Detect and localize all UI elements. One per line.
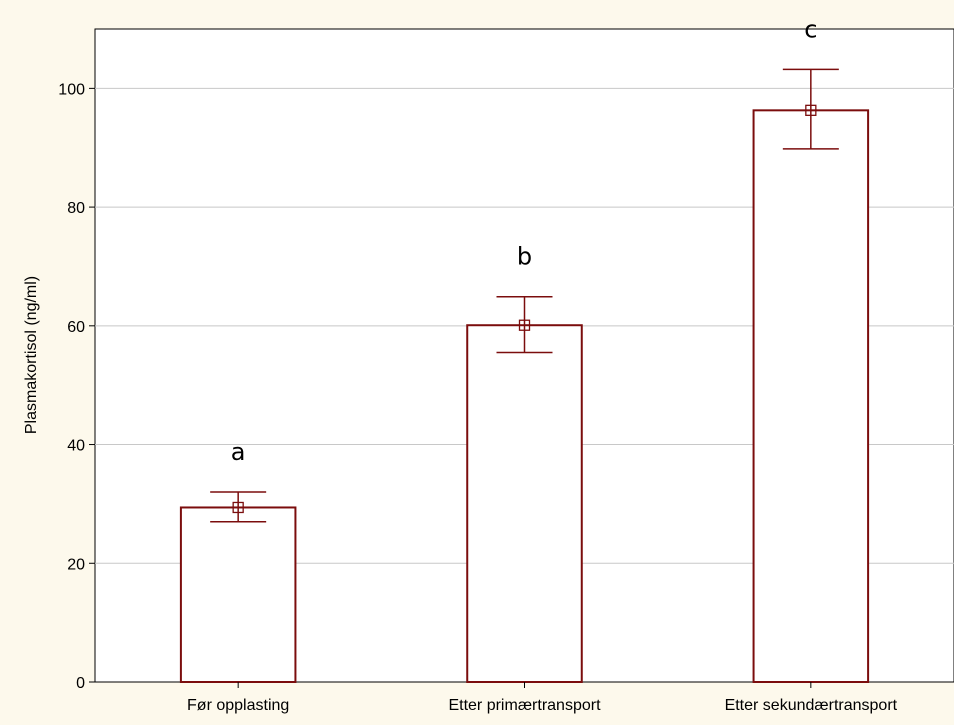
significance-label: b — [517, 243, 532, 271]
mean-marker — [232, 501, 244, 514]
y-tick-label: 60 — [67, 319, 85, 336]
y-tick-label: 0 — [76, 675, 85, 692]
bar — [179, 506, 297, 684]
y-tick-label: 40 — [67, 438, 85, 455]
bars: a b c — [179, 15, 870, 684]
category-label: Etter sekundærtransport — [725, 697, 898, 714]
significance-label: c — [804, 15, 817, 43]
y-tick-label: 20 — [67, 556, 85, 573]
y-axis-ticks: 0 20 40 60 80 100 — [58, 81, 95, 692]
x-axis-labels: Før opplasting Etter primærtransport Etter… — [187, 682, 898, 714]
mean-marker — [518, 319, 531, 331]
category-label: Etter primærtransport — [448, 697, 601, 714]
bar — [466, 324, 583, 683]
mean-marker — [805, 104, 817, 116]
category-label: Før opplasting — [187, 697, 289, 714]
y-tick-label: 80 — [67, 200, 85, 217]
y-axis-title: Plasmakortisol (ng/ml) — [23, 276, 40, 434]
y-tick-label: 100 — [58, 81, 85, 98]
bar — [752, 109, 870, 683]
significance-label: a — [231, 438, 246, 466]
